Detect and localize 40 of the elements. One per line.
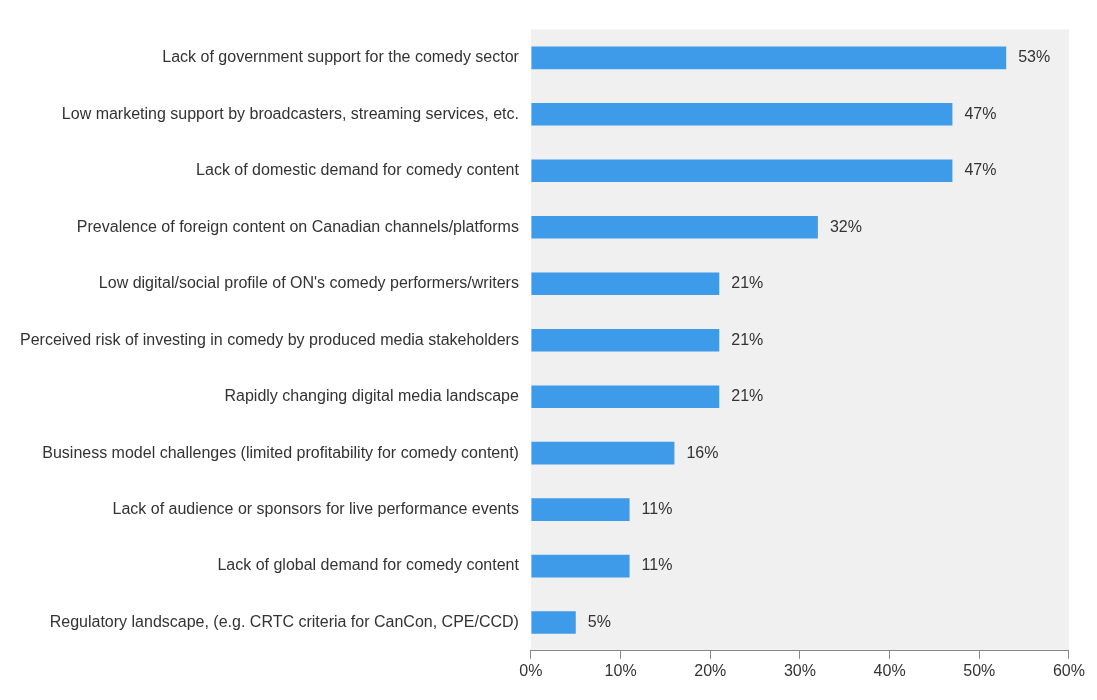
- data-label: 11%: [641, 556, 673, 574]
- x-tick-label: 60%: [1052, 661, 1085, 679]
- bar: [531, 554, 630, 578]
- y-tick-label: Perceived risk of investing in comedy by produced media stakeholders: [20, 330, 519, 348]
- data-label: 21%: [731, 387, 764, 405]
- data-label: 11%: [641, 500, 673, 518]
- x-tick-label: 10%: [604, 661, 637, 679]
- x-tick-label: 40%: [873, 661, 906, 679]
- data-label: 21%: [731, 274, 764, 292]
- data-label: 16%: [686, 443, 719, 461]
- bar: [531, 498, 630, 521]
- y-tick-label: Lack of global demand for comedy content: [217, 556, 520, 574]
- bar: [531, 159, 953, 183]
- bar: [531, 611, 576, 634]
- y-tick-label: Prevalence of foreign content on Canadian channels/platforms: [76, 217, 519, 235]
- y-tick-label: Rapidly changing digital media landscape: [224, 387, 520, 405]
- x-tick-label: 0%: [519, 661, 543, 679]
- y-tick-label: Regulatory landscape, (e.g. CRTC criteria for CanCon, CPE/CCD): [49, 612, 519, 630]
- bar: [531, 46, 1007, 70]
- y-tick-label: Lack of domestic demand for comedy content: [196, 161, 520, 179]
- bar: [531, 215, 818, 239]
- data-label: 21%: [731, 330, 764, 348]
- x-tick-label: 20%: [694, 661, 727, 679]
- data-label: 53%: [1018, 48, 1051, 66]
- y-tick-label: Low marketing support by broadcasters, streaming services, etc.: [61, 104, 519, 122]
- bar: [531, 385, 720, 408]
- data-label: 47%: [964, 161, 997, 179]
- x-tick-label: 50%: [963, 661, 996, 679]
- data-label: 5%: [587, 612, 611, 630]
- bar: [531, 272, 720, 296]
- y-tick-label: Low digital/social profile of ON's comedy performers/writers: [98, 274, 519, 292]
- bar: [531, 328, 720, 352]
- bar: [531, 103, 953, 126]
- data-label: 32%: [829, 217, 862, 235]
- x-tick-label: 30%: [783, 661, 816, 679]
- y-tick-label: Lack of audience or sponsors for live performance events: [112, 500, 519, 518]
- bar: [531, 441, 675, 465]
- y-tick-label: Business model challenges (limited profitability for comedy content): [42, 443, 519, 461]
- y-tick-label: Lack of government support for the comedy sector: [162, 48, 520, 66]
- data-label: 47%: [964, 104, 997, 122]
